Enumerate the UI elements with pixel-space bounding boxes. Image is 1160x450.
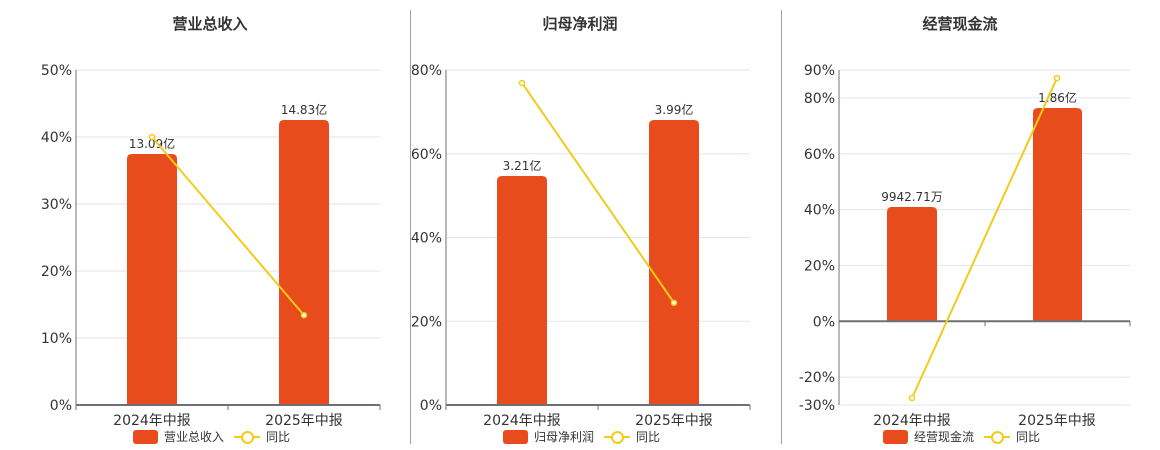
legend-line-label[interactable]: 同比 <box>266 430 291 444</box>
legend-net-profit[interactable]: 归母净利润 同比 <box>503 428 660 445</box>
y-tick-label: 0% <box>813 314 835 330</box>
bar-value-label: 14.83亿 <box>281 102 327 117</box>
chart-panel-1: 0% 20% 40% 60% 80% 3.21亿 3.99亿 2024年中报 2025年中报 <box>411 63 751 429</box>
chart-title-net-profit: 归母净利润 <box>542 15 618 33</box>
y-tick-label: 20% <box>411 314 442 330</box>
y-tick-label: 0% <box>50 398 72 414</box>
x-category-label: 2025年中报 <box>635 413 713 429</box>
bar-value-label: 9942.71万 <box>881 190 943 204</box>
y-tick-label: 30% <box>41 197 72 213</box>
legend-line-circle-icon <box>984 430 1011 444</box>
y-tick-label: 20% <box>804 258 835 274</box>
x-category-label: 2024年中报 <box>113 413 191 429</box>
chart-title-revenue: 营业总收入 <box>172 15 248 33</box>
y-tick-label: 80% <box>804 91 835 107</box>
chart-panel-2: -30% -20% 0% 20% 40% 60% 80% 90% 9942.71万 1.86亿 20… <box>799 63 1131 429</box>
y-tick-label: 40% <box>41 130 72 146</box>
y-tick-label: 60% <box>411 147 442 163</box>
legend-bar-label[interactable]: 营业总收入 <box>164 430 225 444</box>
legend-line-circle-icon <box>604 430 631 444</box>
legend-bar-label[interactable]: 归母净利润 <box>534 430 595 444</box>
bar-value-label: 13.09亿 <box>129 136 175 151</box>
y-tick-label: 10% <box>41 331 72 347</box>
y-tick-label: 0% <box>420 398 442 414</box>
yoy-point[interactable] <box>1053 74 1061 82</box>
yoy-line <box>521 82 675 304</box>
legend-bar-swatch <box>883 429 908 444</box>
yoy-point[interactable] <box>908 394 916 402</box>
bar-1[interactable] <box>649 120 699 405</box>
chart-panel-0: 0% 10% 20% 30% 40% 50% 13.09亿 14.83亿 2024年中报 2025… <box>41 63 381 429</box>
yoy-point[interactable] <box>300 311 308 319</box>
y-tick-label: 90% <box>804 63 835 79</box>
legend-bar-swatch <box>133 429 158 444</box>
x-category-label: 2024年中报 <box>873 413 951 429</box>
y-tick-label: -20% <box>799 370 835 386</box>
y-tick-label: 20% <box>41 264 72 280</box>
yoy-point[interactable] <box>670 299 678 307</box>
bar-0[interactable] <box>887 207 937 322</box>
legend-cash-flow[interactable]: 经营现金流 同比 <box>883 428 1040 445</box>
y-tick-label: 80% <box>411 63 442 79</box>
bar-1[interactable] <box>279 120 329 405</box>
x-category-label: 2025年中报 <box>1018 413 1096 429</box>
y-tick-label: 40% <box>411 231 442 247</box>
chart-title-cash-flow: 经营现金流 <box>922 15 998 33</box>
bar-value-label: 3.99亿 <box>655 102 694 117</box>
yoy-line <box>911 77 1058 399</box>
y-tick-label: 60% <box>804 147 835 163</box>
yoy-line <box>151 136 305 316</box>
legend-bar-label[interactable]: 经营现金流 <box>914 430 975 444</box>
bar-value-label: 3.21亿 <box>503 158 542 173</box>
bar-value-label: 1.86亿 <box>1038 90 1077 105</box>
legend-line-circle-icon <box>234 430 261 444</box>
x-category-label: 2025年中报 <box>265 413 343 429</box>
legend-line-label[interactable]: 同比 <box>1016 430 1041 444</box>
bar-0[interactable] <box>127 154 177 405</box>
x-category-label: 2024年中报 <box>483 413 561 429</box>
y-tick-label: -30% <box>799 398 835 414</box>
panel-separator-1 <box>410 10 411 444</box>
bar-1[interactable] <box>1033 108 1082 322</box>
legend-line-label[interactable]: 同比 <box>636 430 661 444</box>
panel-separator-2 <box>781 10 782 444</box>
y-tick-label: 40% <box>804 203 835 219</box>
legend-revenue[interactable]: 营业总收入 同比 <box>133 428 290 445</box>
bar-0[interactable] <box>497 176 547 405</box>
y-tick-label: 50% <box>41 63 72 79</box>
legend-bar-swatch <box>503 429 528 444</box>
yoy-point[interactable] <box>148 133 156 141</box>
yoy-point[interactable] <box>518 79 526 87</box>
